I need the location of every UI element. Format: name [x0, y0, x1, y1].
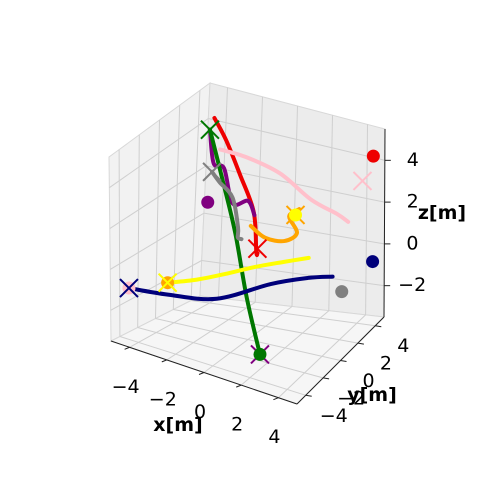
x-axis-label: x[m]: [153, 414, 202, 436]
x-tick-label: 2: [231, 414, 243, 436]
start-marker-navy: [366, 255, 379, 268]
start-marker-yellow: [289, 208, 302, 221]
y-tick-mark: [306, 395, 312, 396]
y-tick-mark: [358, 343, 364, 344]
x-tick-label: 4: [268, 426, 280, 448]
x-tick-mark: [125, 347, 130, 349]
start-marker-purple: [201, 196, 214, 209]
x-tick-mark: [236, 385, 241, 387]
start-marker-gray: [335, 285, 348, 298]
y-tick-label: 2: [380, 353, 392, 375]
y-tick-mark: [323, 378, 329, 379]
x-tick-label: −4: [112, 376, 140, 398]
y-tick-mark: [375, 326, 381, 327]
z-tick-label: −2: [398, 274, 426, 296]
z-tick-label: 4: [407, 149, 419, 171]
y-axis-label: y[m]: [347, 384, 397, 406]
x-tick-mark: [199, 373, 204, 375]
x-tick-mark: [273, 398, 278, 400]
y-tick-mark: [341, 361, 347, 362]
x-tick-label: −2: [149, 388, 177, 410]
z-axis-label: z[m]: [418, 202, 466, 224]
y-tick-label: 4: [397, 335, 409, 357]
start-marker-green: [253, 348, 266, 361]
z-tick-label: 2: [407, 191, 419, 213]
z-tick-label: 0: [406, 232, 418, 254]
axes-panes: [109, 83, 385, 404]
x-tick-mark: [162, 360, 167, 362]
start-marker-red: [367, 150, 380, 163]
